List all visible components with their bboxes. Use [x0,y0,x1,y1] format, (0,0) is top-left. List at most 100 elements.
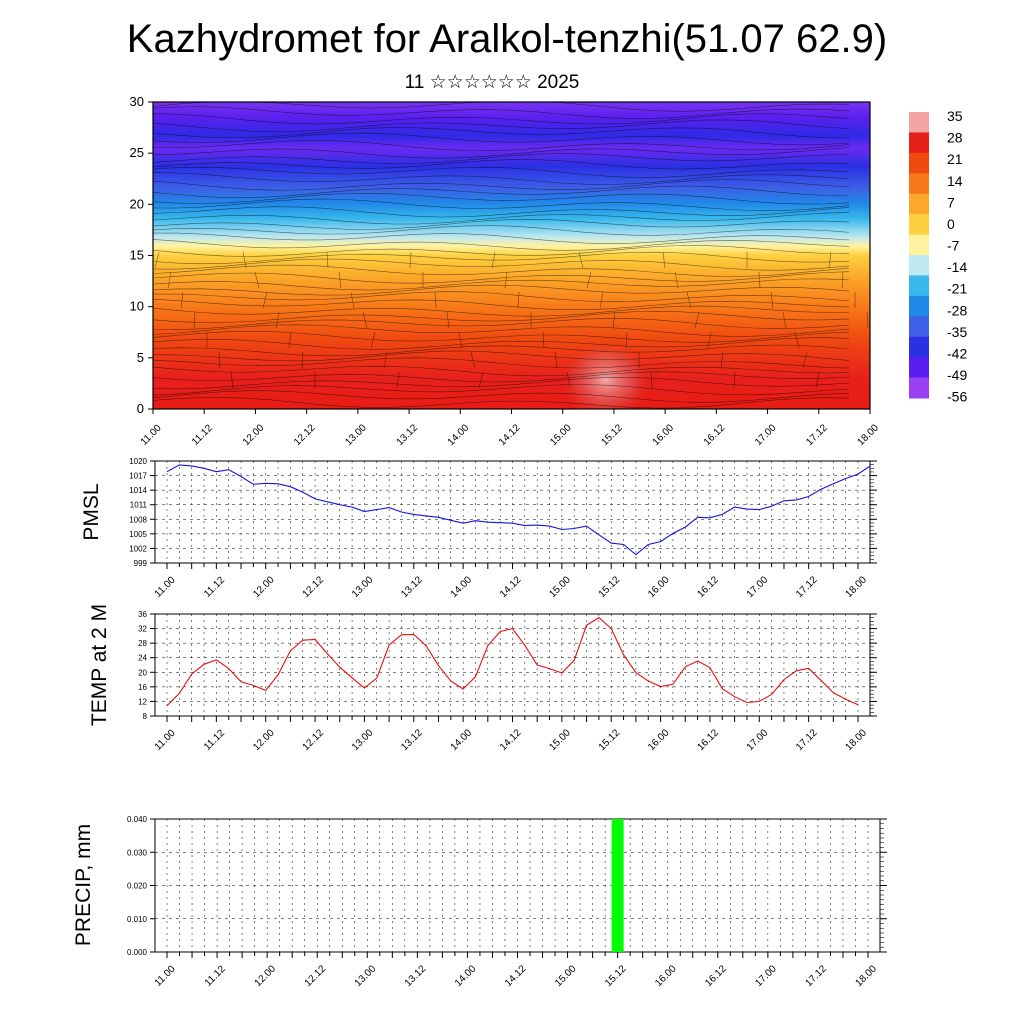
colorbar-label: -14 [947,259,967,275]
colorbar-swatch [909,234,929,256]
heatmap-y-tick-label: 0 [137,401,144,416]
wind-streamline [586,271,592,289]
heatmap-x-tick-label: 13.00 [343,422,369,448]
precip-y-tick-label: 0.020 [127,882,148,891]
colorbar-label: 21 [947,151,963,167]
wind-streamline [470,351,476,369]
pmsl-x-tick-label: 17.12 [794,574,820,600]
wind-streamline [262,291,268,309]
wind-streamline [396,371,400,389]
heatmap-x-tick-label: 12.00 [241,422,267,448]
wind-streamline [794,331,800,349]
temp-x-tick-label: 13.00 [350,727,376,753]
colorbar-label: -49 [947,367,967,383]
wind-streamline [770,291,774,309]
wind-streamline [674,271,679,289]
wind-streamline [153,198,850,211]
wind-streamline [154,251,160,269]
wind-streamline [625,331,628,349]
heatmap-x-tick-label: 17.12 [804,422,830,448]
precip-x-tick-label: 16.12 [703,963,729,989]
heatmap-field [153,102,870,409]
pmsl-y-tick-label: 1005 [129,530,147,539]
wind-streamline [338,271,342,289]
wind-streamlines [153,102,869,409]
wind-streamline [153,106,850,119]
precipitation-panel: 0.000 0.010 0.020 0.030 0.040 11.00 11.12 12.00… [72,815,887,989]
heatmap-y-tick-label: 15 [130,248,144,263]
temp-y-tick-label: 24 [138,654,147,663]
wind-streamline [409,251,412,269]
heatmap-x-tick-label: 15.12 [599,422,625,448]
pmsl-series-line [166,464,871,556]
heatmap-x-tick-label: 17.00 [753,422,779,448]
temperature-panel: 8 12 16 20 24 28 32 36 11.00 11.12 12.00 12.12 13.00… [88,604,877,753]
colorbar-swatch [909,316,929,338]
pmsl-x-tick-label: 13.00 [350,574,376,600]
heatmap-x-tick-label: 12.12 [292,422,318,448]
pmsl-y-tick-label: 1002 [129,544,147,553]
colorbar-label: -21 [947,281,967,297]
precip-y-tick-label: 0.030 [127,848,148,857]
wind-streamline [193,311,196,329]
colorbar-label: -42 [947,345,967,361]
wind-streamline [153,212,850,225]
wind-streamline [828,251,832,269]
temp-x-tick-label: 11.12 [202,727,227,752]
wind-streamline [230,371,234,389]
wind-streamline [720,351,724,369]
pmsl-x-tick-label: 11.12 [202,574,227,599]
temp-x-tick-label: 15.12 [597,727,623,753]
wind-streamline [153,179,850,191]
wind-streamline [458,331,463,349]
wind-streamline [599,291,604,309]
temp-x-tick-label: 16.12 [695,727,721,753]
pmsl-x-tick-label: 15.12 [597,574,623,600]
wind-streamline [153,376,850,390]
temp-series-line [166,616,859,707]
pmsl-y-tick-label: 1017 [129,472,147,481]
colorbar-swatch [909,173,929,195]
wind-streamline [153,390,850,403]
wind-streamline [370,331,376,349]
temp-y-tick-label: 20 [138,668,147,677]
wind-streamline [153,330,850,343]
wind-streamline [504,271,508,289]
temp-frame [154,613,871,717]
pmsl-y-tick-label: 1008 [129,515,147,524]
colorbar-swatch [909,295,929,317]
wind-streamline [242,251,247,269]
wind-streamline [288,331,292,349]
pmsl-axis-label: PMSL [80,483,103,540]
wind-streamline [686,291,692,309]
temp-x-tick-label: 12.12 [301,727,327,753]
temp-y-tick-label: 8 [143,712,148,721]
pmsl-x-tick-label: 16.12 [695,574,721,600]
wind-streamline [153,298,850,310]
wind-streamline [350,291,355,309]
wind-streamline [694,311,700,329]
heatmap-panel: 0 5 10 15 20 25 30 11.00 11.12 12.00 12.12 13.00 13.… [130,94,882,448]
colorbar-label: 35 [947,108,963,124]
heatmap-x-tick-label: 14.00 [446,422,472,448]
wind-streamline [153,245,850,257]
temp-x-tick-label: 17.00 [745,727,771,753]
colorbar-swatch [909,214,929,236]
pmsl-x-tick-label: 14.00 [449,574,475,600]
wind-streamline [275,311,280,329]
pmsl-y-tick-label: 1020 [129,457,147,466]
heatmap-fill [153,102,870,409]
temp-y-tick-label: 32 [138,625,147,634]
precip-x-tick-label: 14.00 [453,963,479,989]
wind-streamline [612,311,616,329]
colorbar-swatch [909,377,929,399]
wind-streamline [434,291,437,309]
precip-bar [611,819,624,952]
pmsl-x-tick-label: 15.00 [547,574,573,600]
wind-streamline [866,311,869,329]
precip-axis-label: PRECIP, mm [72,824,95,946]
colorbar-label: -7 [947,238,960,254]
wind-streamline [153,172,850,185]
precip-frame [154,818,881,953]
